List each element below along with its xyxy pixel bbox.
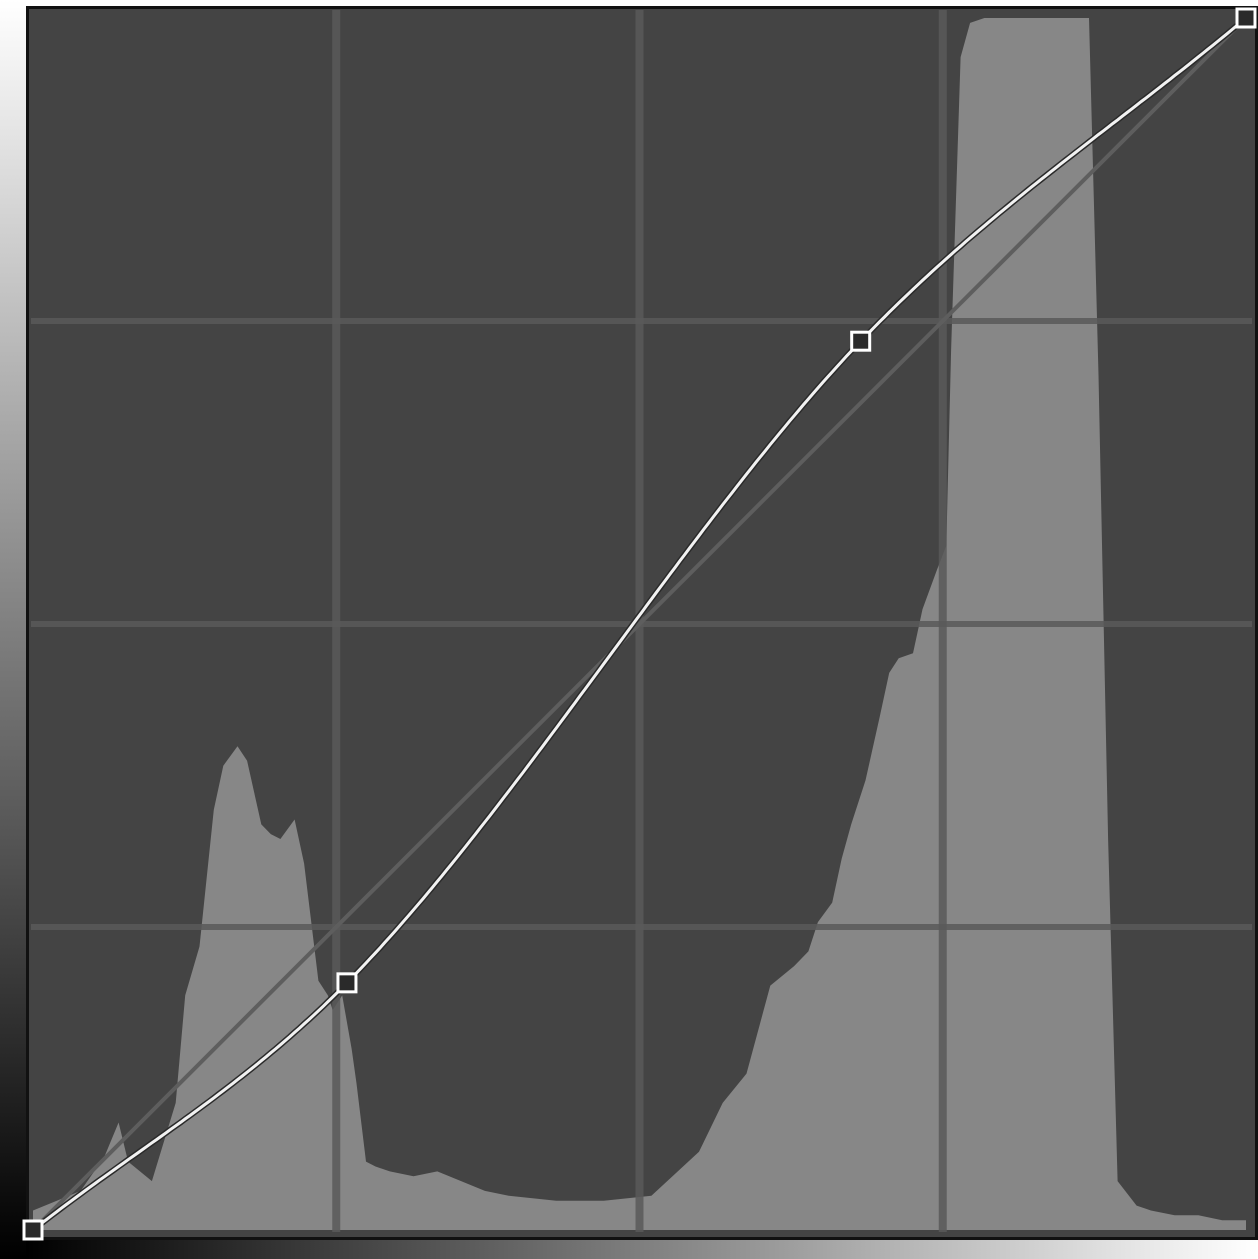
output-gradient-bar bbox=[0, 0, 26, 1259]
tone-curve-line[interactable] bbox=[32, 16, 1247, 1232]
control-point-2-square-handle-icon[interactable] bbox=[850, 330, 872, 352]
input-gradient-bar bbox=[26, 1240, 1258, 1259]
reference-diagonal bbox=[31, 16, 1248, 1232]
control-point-3-square-handle-icon[interactable] bbox=[1235, 7, 1257, 29]
control-point-1-square-handle-icon[interactable] bbox=[336, 972, 358, 994]
control-points[interactable] bbox=[22, 7, 1257, 1241]
tone-curve[interactable] bbox=[31, 15, 1248, 1233]
reference-line bbox=[31, 16, 1248, 1232]
control-point-0-square-handle-icon[interactable] bbox=[22, 1219, 44, 1241]
grid bbox=[31, 10, 1252, 1232]
